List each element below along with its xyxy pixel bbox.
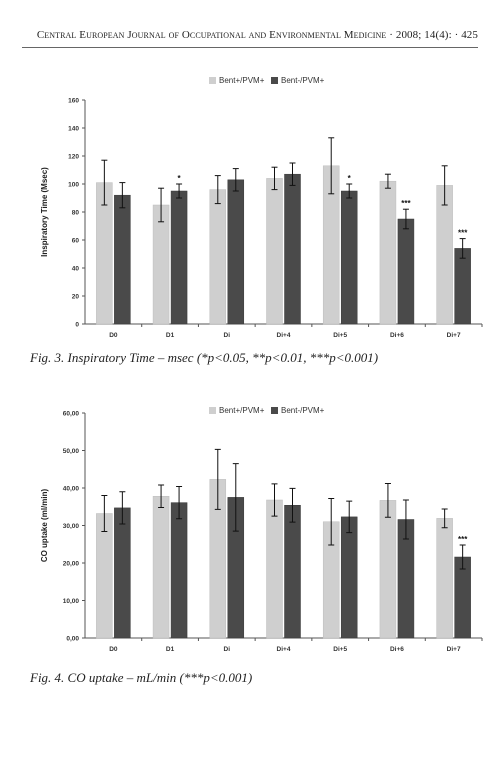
chart-legend: Bent+/PVM+ Bent-/PVM+ <box>209 406 325 415</box>
bar-bent-minus <box>454 248 471 325</box>
y-tick-label: 10,00 <box>63 598 80 605</box>
figure-4-caption: Fig. 4. CO uptake – mL/min (***p<0.001) <box>30 670 253 685</box>
bar-bent-minus <box>227 179 245 325</box>
y-tick-label: 80 <box>72 210 80 217</box>
bar-bent-plus <box>436 185 453 325</box>
inspiratory-time-bar-chart: Bent+/PVM+ Bent-/PVM+ 0 20 40 60 80 100 120 140 16… <box>40 76 483 339</box>
legend-label: Bent+/PVM+ <box>219 406 265 415</box>
y-tick-label: 50,00 <box>63 448 80 455</box>
significance-label: * <box>348 174 352 183</box>
legend-swatch <box>271 407 278 414</box>
y-tick-label: 30,00 <box>63 523 80 530</box>
x-tick-label: D1 <box>166 646 175 653</box>
bar-bent-plus <box>436 518 453 639</box>
x-tick-label: D0 <box>109 332 118 339</box>
bar-bent-plus <box>209 189 227 325</box>
legend-swatch <box>209 77 216 84</box>
y-tick-label: 40 <box>72 266 80 273</box>
y-tick-label: 160 <box>68 98 79 105</box>
bar-bent-minus <box>114 194 131 325</box>
chart-legend: Bent+/PVM+ Bent-/PVM+ <box>209 76 325 85</box>
bar-bent-minus <box>340 516 358 639</box>
significance-label: * <box>178 174 182 183</box>
significance-label: *** <box>458 535 468 544</box>
figure-3-caption: Fig. 3. Inspiratory Time – msec (*p<0.05… <box>30 350 379 365</box>
bar-bent-plus <box>266 499 283 639</box>
y-tick-label: 100 <box>68 182 79 189</box>
x-tick-label: D1 <box>166 332 175 339</box>
legend-label: Bent+/PVM+ <box>219 76 265 85</box>
x-tick-label: Di+7 <box>447 646 461 653</box>
y-tick-label: 40,00 <box>63 486 80 493</box>
x-tick-label: Di+4 <box>277 332 291 339</box>
co-uptake-bar-chart: Bent+/PVM+ Bent-/PVM+ 0,00 10,00 20,00 30,00 4… <box>40 406 483 653</box>
running-header: Central European Journal of Occupational… <box>22 29 478 48</box>
y-tick-label: 0,00 <box>66 636 79 643</box>
bar-bent-minus <box>284 505 301 639</box>
bar-bent-plus <box>379 500 397 639</box>
x-tick-label: Di <box>224 646 231 653</box>
y-tick-label: 120 <box>68 154 79 161</box>
bar-bent-plus <box>152 496 170 639</box>
legend-label: Bent-/PVM+ <box>281 406 325 415</box>
y-tick-label: 60,00 <box>63 411 80 418</box>
figure-3-chart: Bent+/PVM+ Bent-/PVM+ 0 20 40 60 80 100 120 140 16… <box>25 68 485 343</box>
x-tick-label: Di+7 <box>447 332 461 339</box>
y-axis-label: Inspiratory Time (Msec) <box>40 167 49 257</box>
bar-bent-minus <box>114 507 131 639</box>
bar-bent-minus <box>284 173 301 325</box>
significance-label: *** <box>401 199 411 208</box>
y-tick-label: 20,00 <box>63 561 80 568</box>
y-tick-label: 140 <box>68 126 79 133</box>
bar-bent-plus <box>152 204 170 325</box>
legend-swatch <box>271 77 278 84</box>
bar-bent-plus <box>96 513 113 639</box>
significance-label: *** <box>458 229 468 238</box>
y-tick-label: 60 <box>72 238 80 245</box>
legend-swatch <box>209 407 216 414</box>
x-tick-label: Di+5 <box>333 646 347 653</box>
bar-bent-minus <box>170 502 188 639</box>
y-tick-label: 20 <box>72 294 80 301</box>
bar-bent-plus <box>266 178 283 325</box>
x-tick-label: Di+5 <box>333 332 347 339</box>
bar-bent-minus <box>170 190 188 325</box>
legend-label: Bent-/PVM+ <box>281 76 325 85</box>
figure-4-chart: Bent+/PVM+ Bent-/PVM+ 0,00 10,00 20,00 30,00 4… <box>25 402 485 662</box>
bar-bent-minus <box>340 190 358 325</box>
x-tick-label: Di+6 <box>390 646 404 653</box>
x-tick-label: Di+4 <box>277 646 291 653</box>
bar-bent-minus <box>397 218 415 325</box>
x-tick-label: Di <box>224 332 231 339</box>
bar-bent-plus <box>379 180 397 325</box>
y-tick-label: 0 <box>75 322 79 329</box>
y-axis-label: CO uptake (ml/min) <box>40 488 49 562</box>
x-tick-label: Di+6 <box>390 332 404 339</box>
x-tick-label: D0 <box>109 646 118 653</box>
